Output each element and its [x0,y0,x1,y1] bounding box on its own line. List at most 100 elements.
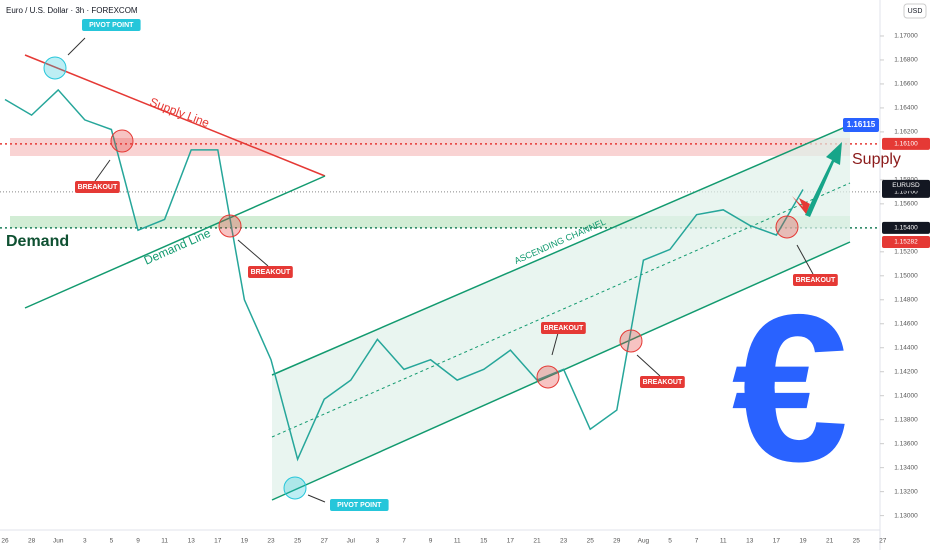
pivot-label: PIVOT POINT [337,502,382,509]
pointer [636,354,661,377]
price-tag [882,235,930,248]
x-tick-label: 9 [136,538,140,545]
x-tick-label: 11 [454,538,461,545]
y-tick-label: 1.13000 [894,512,918,519]
x-tick-label: 27 [321,538,329,545]
pivot-label: PIVOT POINT [89,22,134,29]
x-tick-label: 19 [799,538,807,545]
price-tag-label: 1.16100 [894,141,918,148]
y-tick-label: 1.16400 [894,105,918,112]
demand-label: Demand [6,233,69,250]
x-tick-label: 11 [720,538,727,545]
highlight-circle [218,214,242,238]
price-tag [882,137,930,150]
breakout-label-box [793,274,838,286]
y-tick-label: 1.13800 [894,416,918,423]
x-tick-label: 27 [879,538,887,545]
y-tick-label: 1.13200 [894,488,918,495]
target-box [843,118,879,132]
y-tick-label: 1.13600 [894,440,918,447]
x-tick-label: 21 [533,538,541,545]
pivot-label-box [330,499,389,511]
x-tick-label: 21 [826,538,834,545]
x-tick-label: 11 [161,538,168,545]
pointer [237,239,269,267]
x-tick-label: 7 [402,538,406,545]
x-tick-label: 13 [746,538,754,545]
x-tick-label: 7 [695,538,699,545]
x-tick-label: 3 [83,538,87,545]
y-tick-label: 1.15600 [894,201,918,208]
y-tick-label: 1.14000 [894,392,918,399]
pointer [94,159,111,182]
breakout-label: BREAKOUT [78,184,118,191]
y-tick-label: 1.16600 [894,81,918,88]
currency[interactable]: USD [908,8,923,15]
x-tick-label: 25 [294,538,302,545]
price-tag-label: 1.15282 [894,239,918,246]
breakout-label-box [640,376,685,388]
x-tick-label: 17 [507,538,515,545]
y-tick-label: 1.16200 [894,129,918,136]
symbol-tag-label: EURUSD [892,182,920,189]
breakout-label-box [541,322,586,334]
price-tag-label: 1.15400 [894,225,918,232]
breakout-label: BREAKOUT [544,325,584,332]
x-tick-label: Jul [347,538,356,545]
x-tick-label: 25 [587,538,595,545]
x-tick-label: 9 [429,538,433,545]
supply-zone [10,138,850,156]
supply-label: Supply [852,151,901,168]
supply-line [24,54,326,177]
breakout-label: BREAKOUT [796,277,836,284]
breakout-label: BREAKOUT [643,379,683,386]
currency-box[interactable] [903,3,927,19]
channel-fill [272,125,850,500]
pullback-arrow [792,196,810,214]
x-tick-label: Aug [638,538,650,545]
highlight-circle [110,129,134,153]
y-tick-label: 1.16800 [894,57,918,64]
highlight-circle [283,476,307,500]
x-tick-label: 17 [214,538,222,545]
y-tick-label: 1.13400 [894,464,918,471]
target-arrow [805,142,842,217]
y-tick-label: 1.14200 [894,368,918,375]
highlight-circle [536,365,560,389]
x-tick-label: 23 [267,538,275,545]
pivot-label-box [82,19,141,31]
breakout-label: BREAKOUT [251,269,291,276]
x-tick-label: 13 [188,538,196,545]
y-tick-label: 1.15000 [894,273,918,280]
highlight-circle [619,329,643,353]
y-tick-label: 1.14600 [894,320,918,327]
x-tick-label: 5 [668,538,672,545]
euro-symbol: € [732,270,849,505]
highlight-circle [775,215,799,239]
x-tick-label: 23 [560,538,568,545]
channel-upper [271,124,851,376]
x-tick-label: 17 [773,538,781,545]
x-tick-label: 5 [110,538,114,545]
x-tick-label: 26 [1,538,9,545]
demand-line [24,175,326,309]
price-series [4,88,804,462]
breakout-label-box [75,181,120,193]
breakout-label-box [248,266,293,278]
symbol-tag [882,179,930,191]
x-tick-label: Jun [53,538,64,545]
y-tick-label: 1.14400 [894,344,918,351]
pointer [67,37,86,56]
x-tick-label: 15 [480,538,488,545]
price-tag-label: 1.15700 [894,189,918,196]
chart-title: Euro / U.S. Dollar · 3h · FOREXCOM [6,6,138,15]
x-tick-label: 19 [241,538,249,545]
y-tick-label: 1.17000 [894,33,918,40]
highlight-circle [43,56,67,80]
y-tick-label: 1.14800 [894,296,918,303]
price-tag [882,221,930,234]
pointer [307,494,326,503]
x-tick-label: 25 [853,538,861,545]
y-tick-label: 1.15200 [894,249,918,256]
